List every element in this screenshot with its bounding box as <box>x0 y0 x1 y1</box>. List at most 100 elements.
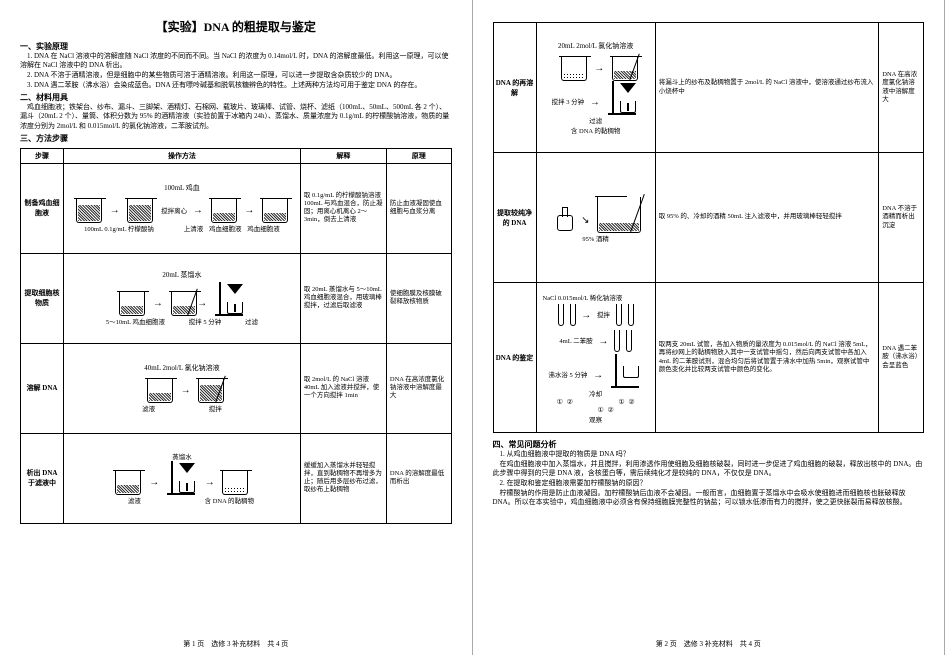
op-label: 搅拌 3 分钟 <box>552 96 585 106</box>
a2: 柠檬酸钠的作用是防止血液凝固。加柠檬酸钠后血液不会凝固。一般而言，血细胞置于蒸馏… <box>493 489 925 507</box>
arrow-icon: → <box>110 199 120 223</box>
th-pr: 原理 <box>386 148 451 163</box>
procedure-table-p2: DNA 的再溶解 20mL 2mol/L 氯化钠溶液 → 搅拌 3 分钟 → 过… <box>493 22 925 433</box>
op-label: 搅拌 <box>209 403 222 413</box>
step-label: DNA 的再溶解 <box>493 23 536 153</box>
op-top-label: 100mL 鸡血 <box>68 183 296 193</box>
pr-cell: DNA 在高浓度氯化钠溶液中溶解度最大 <box>386 343 451 433</box>
p1-1: 1. DNA 在 NaCl 溶液中的溶解度随 NaCl 浓度的不同而不同。当 N… <box>20 52 452 70</box>
op-top-label: 40mL 2mol/L 氯化钠溶液 <box>68 363 296 373</box>
step-label: 提取较纯净的 DNA <box>493 153 536 283</box>
th-op: 操作方法 <box>64 148 301 163</box>
op-label: 滤液 <box>128 495 141 505</box>
op-cell: 20mL 蒸馏水 → → 5～10mL 鸡血细胞液 搅拌 5 分钟 过滤 <box>64 253 301 343</box>
arrow-icon: → <box>598 330 608 354</box>
exp-cell: 取 0.1g/mL 的柠檬酸钠溶液 100mL 与鸡血混合，防止凝固；用离心机离… <box>300 163 386 253</box>
op-label: 含 DNA 的黏稠物 <box>571 125 620 135</box>
section-1-head: 一、实验原理 <box>20 41 452 52</box>
step-label: 提取细胞核物质 <box>21 253 64 343</box>
pr-cell: DNA 的溶解度最低而析出 <box>386 433 451 523</box>
pr-cell: DNA 在高浓度氯化钠溶液中溶解度大 <box>879 23 924 153</box>
op-label: 观察 <box>589 414 602 424</box>
op-top-label: 蒸馏水 <box>172 451 192 461</box>
exp-cell: 取两支 20mL 试管，各加入物质的量浓度为 0.015mol/L 的 NaCl… <box>655 283 879 433</box>
page-footer: 第 2 页 选修 3 补充材料 共 4 页 <box>473 639 945 649</box>
op-label: 搅拌 <box>597 309 610 319</box>
arrow-icon: → <box>590 91 600 115</box>
section-4-head: 四、常见问题分析 <box>493 439 925 450</box>
exp-cell: 取 20mL 蒸馏水与 5～10mL 鸡血细胞液混合，用玻璃棒搅拌，过滤后取滤液 <box>300 253 386 343</box>
table-row: DNA 的再溶解 20mL 2mol/L 氯化钠溶液 → 搅拌 3 分钟 → 过… <box>493 23 924 153</box>
pr-cell: 防止血液凝固使血细胞与血浆分离 <box>386 163 451 253</box>
op-label: 过滤 <box>245 316 258 326</box>
heating-stand-icon <box>609 354 643 388</box>
op-cell: NaCl 0.015mol/L 稀化钠溶液 → 搅拌 4mL 二苯胺 → 沸水浴… <box>536 283 655 433</box>
arrow-icon: → <box>197 292 207 316</box>
tube-num: ② <box>608 406 614 414</box>
arrow-icon: → <box>244 199 254 223</box>
test-tube-icon <box>570 304 576 326</box>
op-label: 上清液 <box>184 223 204 233</box>
arrow-icon: ↘ <box>581 209 589 233</box>
op-label: 95% 酒精 <box>582 233 609 243</box>
section-3-head: 三、方法步骤 <box>20 133 452 144</box>
op-label: 4mL 二苯胺 <box>559 335 592 345</box>
test-tube-icon <box>616 304 622 326</box>
beaker-icon <box>211 199 237 223</box>
arrow-icon: → <box>594 57 604 81</box>
beaker-icon <box>561 57 587 81</box>
beaker-icon <box>115 471 141 495</box>
op-cell: ↘ 95% 酒精 <box>536 153 655 283</box>
p1-2: 2. DNA 不溶于酒精溶液，但是细胞中的某些物质可溶于酒精溶液。利用这一原理，… <box>20 71 452 80</box>
large-beaker-icon <box>597 197 641 233</box>
op-top-label: NaCl 0.015mol/L 稀化钠溶液 <box>543 292 649 302</box>
arrow-icon: → <box>205 471 215 495</box>
beaker-icon <box>76 199 102 223</box>
exp-cell: 取 95% 的、冷却的酒精 50mL 注入滤液中，并用玻璃棒轻轻搅拌 <box>655 153 879 283</box>
table-row: 析出 DNA 于滤液中 蒸馏水 → → 滤液 含 DNA 的黏稠物 缓缓加入蒸馏… <box>21 433 452 523</box>
tube-num: ① <box>618 398 624 406</box>
filter-stand-icon <box>606 81 640 115</box>
tube-num: ① <box>597 406 603 414</box>
arrow-icon: → <box>153 292 163 316</box>
filter-stand-icon <box>165 461 199 495</box>
test-tube-icon <box>558 304 564 326</box>
op-label: 含 DNA 的黏稠物 <box>205 495 254 505</box>
arrow-icon: → <box>193 199 203 223</box>
step-label: 析出 DNA 于滤液中 <box>21 433 64 523</box>
op-top-label: 20mL 2mol/L 氯化钠溶液 <box>541 41 651 51</box>
beaker-icon <box>222 471 248 495</box>
op-label: 滤液 <box>142 403 155 413</box>
op-label: 搅拌离心 <box>161 205 187 215</box>
beaker-icon <box>119 292 145 316</box>
op-label: 5～10mL 鸡血细胞液 <box>106 316 165 326</box>
beaker-icon <box>262 199 288 223</box>
op-cell: 100mL 鸡血 → 搅拌离心 → → 100mL 0.1g/mL 柠檬酸钠 上… <box>64 163 301 253</box>
op-cell: 蒸馏水 → → 滤液 含 DNA 的黏稠物 <box>64 433 301 523</box>
beaker-icon <box>147 379 173 403</box>
op-cell: 20mL 2mol/L 氯化钠溶液 → 搅拌 3 分钟 → 过滤 含 DNA 的… <box>536 23 655 153</box>
step-label: 溶解 DNA <box>21 343 64 433</box>
q2: 2. 在提取和鉴定细胞液需要加柠檬酸钠的原因？ <box>493 479 925 488</box>
op-label: 冷却 <box>589 388 602 398</box>
beaker-icon <box>171 292 197 316</box>
step-label: DNA 的鉴定 <box>493 283 536 433</box>
arrow-icon: → <box>181 379 191 403</box>
a1: 在鸡血细胞液中加入蒸馏水，并且搅拌，利用渗透作用使细胞及细胞核破裂，同时进一步促… <box>493 460 925 478</box>
op-label: 过滤 <box>589 115 602 125</box>
op-top-label: 20mL 蒸馏水 <box>68 270 296 280</box>
procedure-table-p1: 步骤 操作方法 解释 原理 制备鸡血细胞液 100mL 鸡血 → 搅拌离心 → … <box>20 148 452 524</box>
q1: 1. 从鸡血细胞液中提取的物质是 DNA 吗？ <box>493 450 925 459</box>
arrow-icon: → <box>149 471 159 495</box>
page-footer: 第 1 页 选修 3 补充材料 共 4 页 <box>0 639 472 649</box>
tube-num: ② <box>628 398 634 406</box>
op-label: 沸水浴 5 分钟 <box>548 369 587 379</box>
p2-1: 鸡血细胞液；铁架台、纱布、漏斗、三脚架、酒精灯、石棉网、载玻片、玻璃棒、试管、烧… <box>20 103 452 130</box>
exp-cell: 缓缓加入蒸馏水并轻轻搅拌，直到黏稠物不再增多为止；随后用多层纱布过滤，取纱布上黏… <box>300 433 386 523</box>
page-2: DNA 的再溶解 20mL 2mol/L 氯化钠溶液 → 搅拌 3 分钟 → 过… <box>473 0 945 655</box>
op-label: 100mL 0.1g/mL 柠檬酸钠 <box>84 223 154 233</box>
exp-cell: 取 2mol/L 的 NaCl 溶液 40mL 加入滤液并搅拌，使一个方向搅拌 … <box>300 343 386 433</box>
arrow-icon: → <box>581 304 591 328</box>
test-tube-icon <box>626 330 632 352</box>
tube-num: ② <box>567 398 573 406</box>
